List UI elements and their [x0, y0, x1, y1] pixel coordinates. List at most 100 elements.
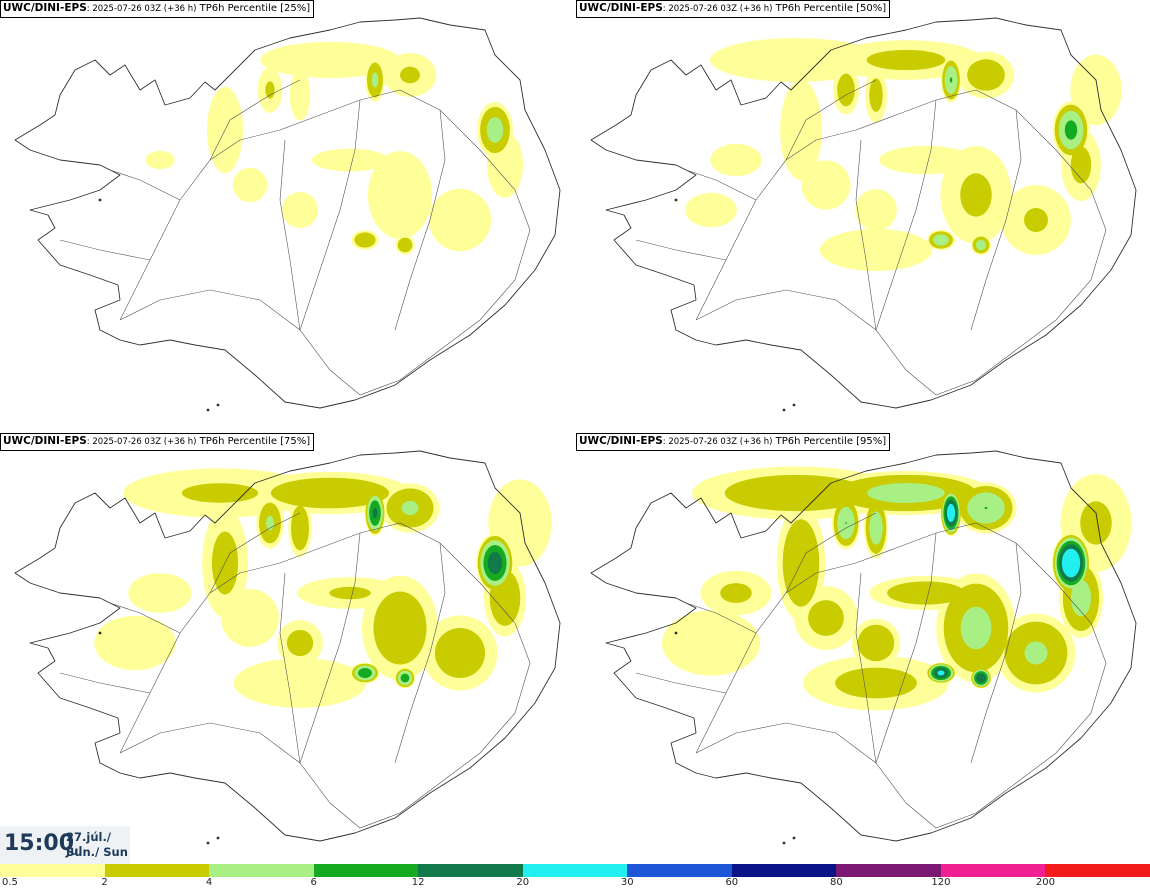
precip-contour	[869, 78, 883, 112]
precip-contour	[866, 49, 946, 71]
scale-label: 120	[931, 877, 951, 888]
road-line	[785, 512, 877, 594]
scale-swatch	[940, 864, 1046, 877]
scale-swatch	[1045, 864, 1150, 877]
scale-swatch	[836, 864, 941, 877]
road-line	[635, 239, 727, 261]
scale-label: 12	[411, 877, 425, 888]
scale-swatch	[209, 864, 314, 877]
panel-title: UWC/DINI-EPS: 2025-07-26 03Z (+36 h) TP6…	[0, 0, 315, 18]
road-line	[685, 169, 757, 201]
road-line	[299, 532, 361, 764]
road-line	[855, 139, 877, 331]
coastline	[590, 17, 1137, 409]
map-panel-p25: UWC/DINI-EPS: 2025-07-26 03Z (+36 h) TP6…	[0, 0, 574, 432]
precip-contour	[428, 188, 492, 252]
iceland-precip-map	[590, 17, 1137, 412]
precip-contour	[984, 506, 988, 510]
road-line	[855, 572, 877, 764]
precip-contour	[286, 629, 314, 657]
island	[216, 836, 220, 840]
valid-time-box: 15:00 27.júl./ Jul Sun./ Sun	[0, 826, 130, 864]
road-line	[209, 79, 301, 161]
scale-label: 4	[205, 877, 213, 888]
island	[216, 403, 220, 407]
road-line	[119, 662, 531, 829]
precip-contour	[291, 505, 309, 551]
precip-contour	[1024, 641, 1048, 665]
precip-contour	[937, 670, 945, 676]
island	[206, 841, 210, 845]
precip-contour	[1070, 146, 1092, 184]
precip-contour	[289, 69, 311, 121]
island	[782, 841, 786, 845]
precip-contour	[933, 234, 949, 246]
panel-title: UWC/DINI-EPS: 2025-07-26 03Z (+36 h) TP6…	[576, 433, 891, 451]
coastline	[590, 450, 1137, 842]
color-scale-bar	[0, 864, 1150, 877]
scale-swatch	[731, 864, 837, 877]
road-line	[635, 672, 727, 694]
road-line	[119, 229, 531, 396]
road-line	[299, 99, 361, 331]
color-scale-labels: 0.5 2 4 6 12 20 30 60 80 120 200	[0, 877, 1150, 891]
precip-contour	[220, 588, 280, 648]
precip-contour	[145, 150, 175, 170]
precip-contour	[181, 483, 259, 503]
panel-title: UWC/DINI-EPS: 2025-07-26 03Z (+36 h) TP6…	[0, 433, 315, 451]
precip-contour	[855, 189, 897, 231]
road-line	[875, 532, 937, 764]
road-line	[970, 109, 1022, 331]
precip-contour	[400, 673, 410, 683]
precip-contour	[373, 591, 427, 665]
iceland-precip-map	[14, 17, 561, 412]
scale-label: 2	[101, 877, 108, 888]
iceland-precip-map	[590, 450, 1137, 845]
scale-swatch	[0, 864, 105, 877]
road-line	[109, 602, 181, 634]
precip-contour	[260, 41, 400, 79]
precip-contour	[358, 668, 372, 678]
scale-label: 80	[829, 877, 843, 888]
precip-contour	[486, 117, 504, 143]
precip-contour	[879, 145, 973, 175]
scale-label: 6	[310, 877, 317, 888]
precip-contour	[281, 191, 319, 229]
scale-swatch	[522, 864, 628, 877]
scale-swatch	[104, 864, 210, 877]
color-scale-legend: 0.5 2 4 6 12 20 30 60 80 120 200	[0, 864, 1150, 891]
island	[98, 198, 102, 202]
island	[206, 408, 210, 412]
island	[792, 836, 796, 840]
precip-contour	[808, 600, 844, 636]
precip-contour	[1024, 208, 1048, 232]
precip-contour	[960, 173, 992, 217]
precip-contour	[367, 150, 433, 240]
precip-contour	[960, 606, 992, 650]
scale-label: 20	[516, 877, 530, 888]
road-line	[279, 572, 301, 764]
precip-contour	[837, 73, 855, 107]
precip-contour	[232, 167, 268, 203]
island	[98, 631, 102, 635]
road-line	[59, 239, 151, 261]
scale-swatch	[418, 864, 523, 877]
road-line	[695, 229, 1107, 396]
road-line	[685, 602, 757, 634]
precip-contour	[1070, 54, 1122, 126]
precip-contour	[710, 143, 762, 177]
road-line	[279, 139, 301, 331]
island	[674, 631, 678, 635]
precip-contour	[1080, 501, 1112, 545]
precip-contour	[867, 482, 945, 504]
island	[674, 198, 678, 202]
precip-contour	[661, 610, 761, 676]
precip-contour	[949, 77, 953, 83]
precip-contour	[354, 232, 376, 248]
precip-field	[145, 41, 524, 255]
road-line	[785, 79, 877, 161]
precip-contour	[887, 581, 965, 605]
precip-contour	[311, 148, 389, 172]
scale-label: 60	[725, 877, 739, 888]
precip-contour	[857, 624, 895, 662]
